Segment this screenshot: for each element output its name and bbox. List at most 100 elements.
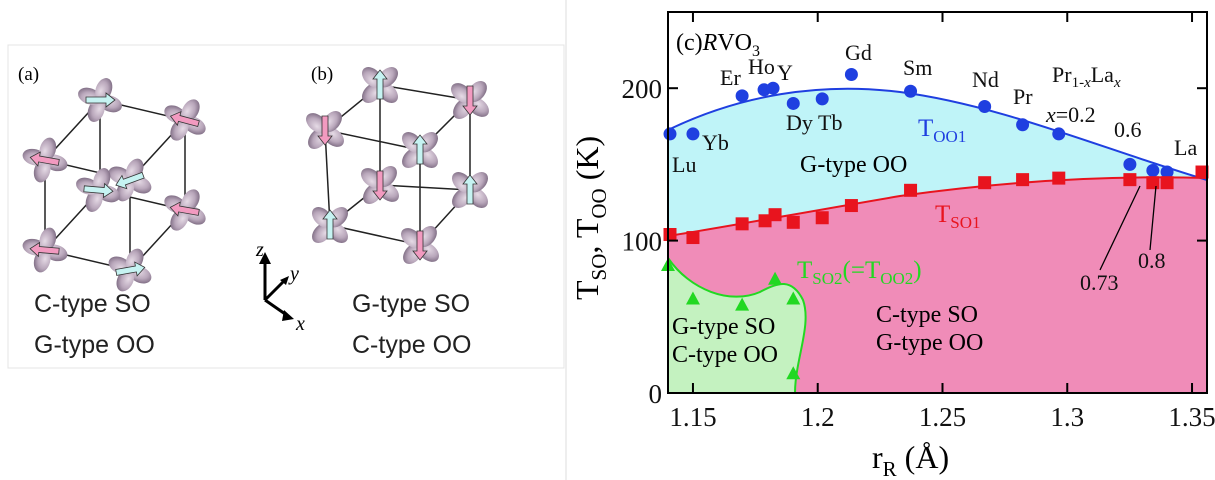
label-part: T [797, 257, 812, 284]
plot-frame [667, 11, 1208, 394]
point [1016, 118, 1030, 132]
spin-arrow [462, 174, 478, 205]
spin-arrow [29, 241, 60, 258]
label-part: R [883, 457, 897, 480]
annotation-part: Pr [1052, 62, 1072, 87]
x-tick-label: 1.35 [1168, 402, 1215, 432]
annotation: Yb [702, 130, 729, 155]
point [663, 127, 677, 141]
spin-arrow [169, 110, 200, 128]
axes-lines [263, 258, 289, 318]
spin-arrow [83, 182, 114, 199]
x-tick-label: 1.25 [919, 402, 966, 432]
point [786, 366, 801, 380]
orbital-lobe [39, 227, 57, 252]
point [904, 183, 918, 197]
spin-arrow [412, 230, 428, 261]
title-part: 3 [752, 43, 760, 60]
spin-arrow-shape [115, 261, 146, 277]
orbital [362, 67, 398, 103]
point [1160, 165, 1174, 179]
point [786, 96, 800, 110]
orbital [306, 111, 344, 149]
panel-frame [7, 44, 565, 369]
annotation: 0.6 [1114, 117, 1142, 142]
chart-title: (c)RVO3 [676, 30, 760, 60]
annotation-part: La [1091, 62, 1114, 87]
label-part: T [918, 115, 933, 142]
orbital-lobe [181, 189, 200, 212]
panel-tag: (a) [18, 64, 39, 85]
x-tick-label: 1.2 [801, 402, 835, 432]
spin-arrow-shape [462, 174, 478, 205]
axis-z: z [255, 239, 264, 261]
label-part: , T [569, 218, 605, 253]
spin-arrow [115, 171, 145, 190]
spin-arrow-shape [412, 230, 428, 261]
label-part: OO2 [880, 269, 913, 288]
plot [661, 67, 1209, 380]
orbital [452, 172, 488, 208]
spin-arrow-shape [169, 201, 200, 217]
annotation: 0.73 [1080, 270, 1119, 295]
point [766, 81, 780, 95]
point [686, 231, 700, 245]
point [815, 92, 829, 106]
spin-arrow-shape [85, 92, 116, 108]
point [786, 215, 800, 229]
point [815, 211, 829, 225]
leader-line [1099, 185, 1157, 271]
orbital [451, 81, 489, 119]
label-part: r [872, 439, 883, 475]
annotation: Y [777, 60, 793, 85]
label-part: SO [587, 254, 611, 281]
fit-curve [667, 176, 1208, 237]
annotation: C-type OO [672, 342, 778, 368]
point [844, 199, 858, 213]
spin-arrow-shape [29, 151, 60, 167]
point [1052, 171, 1066, 185]
annotation: Dy [786, 110, 813, 135]
label-part: (=T [843, 257, 881, 284]
annotation: Tb [818, 110, 842, 135]
orbital [164, 99, 206, 141]
annotation-part: x [1083, 75, 1091, 91]
annotation: 0.8 [1138, 248, 1166, 273]
spin-arrow [322, 209, 338, 240]
point [1146, 176, 1160, 190]
orbital [361, 166, 399, 204]
annotation-part: =0.2 [1056, 102, 1096, 127]
spin-arrow [462, 85, 478, 116]
title-part: R [702, 30, 718, 56]
orbital-lobe [181, 99, 200, 122]
label-part: T [935, 201, 950, 228]
annotation: Pr1-xLax [1052, 62, 1121, 91]
point [758, 214, 772, 228]
x-axis-title: rR (Å) [872, 439, 949, 480]
spin-arrow-shape [462, 85, 478, 116]
point [735, 297, 750, 311]
point [1195, 165, 1209, 179]
point [768, 208, 782, 222]
point [1016, 173, 1030, 187]
annotation: Nd [972, 67, 999, 92]
panel-caption: C-type SO [34, 290, 151, 318]
spin-arrow [372, 170, 388, 201]
point [1146, 163, 1160, 177]
point [904, 84, 918, 98]
point [1160, 176, 1174, 190]
point [978, 176, 992, 190]
annotation: Pr [1013, 84, 1033, 109]
x-tick-label: 1.15 [669, 402, 716, 432]
orbital-lobe [170, 118, 189, 141]
point [978, 99, 992, 113]
label-part: OO1 [933, 127, 966, 146]
label-part: (K) [569, 136, 605, 188]
panel-caption: G-type SO [352, 290, 470, 318]
axis-y: y [288, 263, 299, 285]
spin-arrow [115, 261, 146, 277]
point [768, 271, 783, 285]
panel-tag: (b) [311, 64, 333, 85]
spin-arrow [317, 115, 333, 146]
